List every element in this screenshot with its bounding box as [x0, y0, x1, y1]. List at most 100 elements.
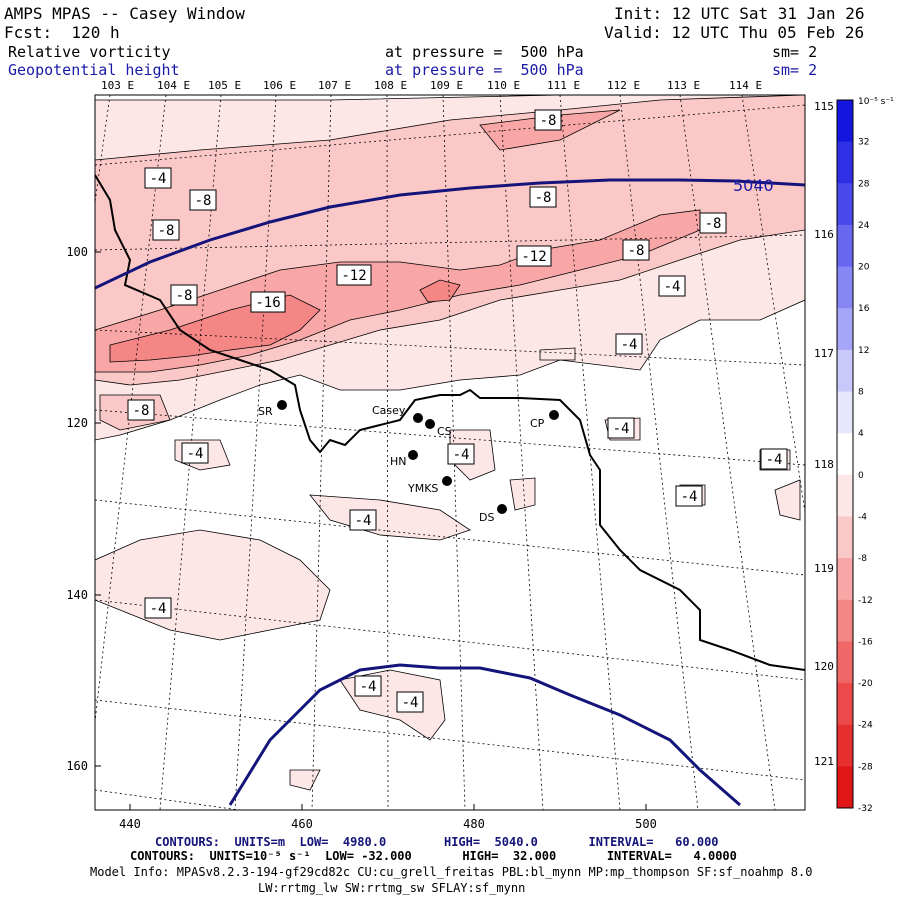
contour-label: -4: [447, 443, 475, 465]
contour-label: -8: [529, 186, 557, 208]
colorbar-swatch: [837, 516, 853, 559]
colorbar-label: 28: [858, 179, 870, 189]
x-tick-label: 440: [119, 817, 141, 831]
colorbar-swatch: [837, 349, 853, 393]
svg-text:-4: -4: [187, 446, 204, 462]
contour-label: -4: [349, 509, 377, 531]
contour-label: -8: [622, 239, 650, 261]
contour-label: -12: [336, 264, 372, 286]
svg-text:-4: -4: [402, 695, 419, 711]
colorbar-label: -24: [858, 721, 873, 731]
field2-name: Geopotential height: [8, 61, 180, 79]
colorbar-swatch: [837, 100, 853, 143]
lon-label-107e: 107 E: [318, 79, 352, 92]
vorticity-contour-info: CONTOURS: UNITS=10⁻⁵ s⁻¹ LOW= -32.000 HI…: [130, 849, 737, 863]
station-marker: [277, 400, 287, 410]
svg-text:-4: -4: [766, 452, 783, 468]
contour-label: -4: [396, 691, 424, 713]
forecast-hour: Fcst: 120 h: [4, 23, 120, 42]
colorbar-label: 12: [858, 346, 869, 356]
lon-label-106e: 106 E: [263, 79, 297, 92]
svg-text:-4: -4: [360, 679, 377, 695]
svg-text:-8: -8: [540, 113, 557, 129]
station-marker: [408, 450, 418, 460]
svg-text:-12: -12: [521, 249, 546, 265]
contour-label: -4: [144, 597, 172, 619]
colorbar-label: 16: [858, 304, 870, 314]
y-tick-label: 160: [66, 759, 88, 773]
x-tick-label: 500: [635, 817, 657, 831]
colorbar-label: 20: [858, 263, 870, 273]
lon-label-111e: 111 E: [547, 79, 581, 92]
colorbar-swatch: [837, 224, 853, 268]
station-label: CS: [437, 425, 452, 438]
contour-label: -8: [127, 399, 155, 421]
axis-labels: 440 460 480 500 100 120 140 160: [66, 245, 657, 831]
lon-label-114e: 114 E: [729, 79, 763, 92]
svg-text:-4: -4: [453, 447, 470, 463]
colorbar-label: -32: [858, 804, 873, 814]
contour-label: -4: [354, 675, 382, 697]
colorbar-label: -4: [858, 512, 867, 522]
contour-label: -4: [615, 333, 643, 355]
lon-label-103e: 103 E: [101, 79, 135, 92]
lon-label-105e: 105 E: [208, 79, 242, 92]
contour-label: -4: [675, 485, 703, 507]
x-tick-label: 460: [291, 817, 313, 831]
station-marker: [497, 504, 507, 514]
colorbar-swatch: [837, 683, 853, 726]
latitude-grid: [95, 104, 805, 810]
vorticity-labels: -8 -4 -8 -8 -8 -8 -12 -12 -16 -8 -8 -4 -…: [127, 109, 788, 713]
svg-text:-16: -16: [255, 295, 280, 311]
colorbar-label: -28: [858, 762, 873, 772]
colorbar-label: 8: [858, 388, 864, 398]
contour-label: -4: [760, 448, 788, 470]
plot-title: AMPS MPAS -- Casey Window: [4, 4, 245, 23]
model-info: Model Info: MPASv8.2.3-194-gf29cd82c CU:…: [90, 865, 813, 879]
colorbar-label: 0: [858, 471, 864, 481]
station-label: SR: [258, 405, 273, 418]
svg-text:-8: -8: [133, 403, 150, 419]
contour-label: -8: [170, 284, 198, 306]
colorbar-frame: [836, 99, 854, 809]
contour-label: -4: [144, 167, 172, 189]
svg-text:-4: -4: [613, 421, 630, 437]
svg-text:-4: -4: [150, 601, 167, 617]
contour-label: -8: [534, 109, 562, 131]
colorbar-swatch: [837, 183, 853, 226]
station-marker: [549, 410, 559, 420]
longitude-grid: [95, 95, 805, 810]
plot-frame: [94, 94, 806, 811]
colorbar-swatch: [837, 474, 853, 517]
svg-text:-8: -8: [535, 190, 552, 206]
svg-text:-8: -8: [176, 288, 193, 304]
y-tick-label: 120: [66, 416, 88, 430]
contour-label: -12: [516, 245, 552, 267]
field2-smoothing: sm= 2: [772, 61, 818, 79]
field2-level: at pressure = 500 hPa: [385, 61, 584, 79]
colorbar-label: 32: [858, 138, 869, 148]
colorbar-swatch: [837, 433, 853, 476]
colorbar-label: -20: [858, 679, 873, 689]
colorbar-swatch: [837, 724, 853, 767]
svg-text:-8: -8: [195, 193, 212, 209]
geopotential-height-contours: [95, 178, 805, 807]
colorbar-swatch: [837, 141, 853, 184]
height-contour-label: 5040: [733, 176, 774, 195]
colorbar-label: -16: [858, 637, 873, 647]
svg-text:-8: -8: [628, 243, 645, 259]
colorbar-swatch: [837, 599, 853, 642]
station-label: CP: [530, 417, 545, 430]
field1-name: Relative vorticity: [8, 43, 171, 61]
field1-level: at pressure = 500 hPa: [385, 43, 584, 61]
station-label: Casey: [372, 404, 406, 417]
svg-text:-4: -4: [355, 513, 372, 529]
colorbar-label: 24: [858, 221, 870, 231]
colorbar-label: -8: [858, 554, 867, 564]
svg-text:-12: -12: [341, 268, 366, 284]
station-label: YMKS: [407, 482, 438, 495]
colorbar: 32 28 24 20 16 12 8 4 0 -4 -8 -12 -16 -20 -24 -28 -32: [836, 99, 873, 814]
coastline: [95, 174, 805, 671]
init-time: Init: 12 UTC Sat 31 Jan 26: [614, 4, 865, 23]
station-label: HN: [390, 455, 407, 468]
